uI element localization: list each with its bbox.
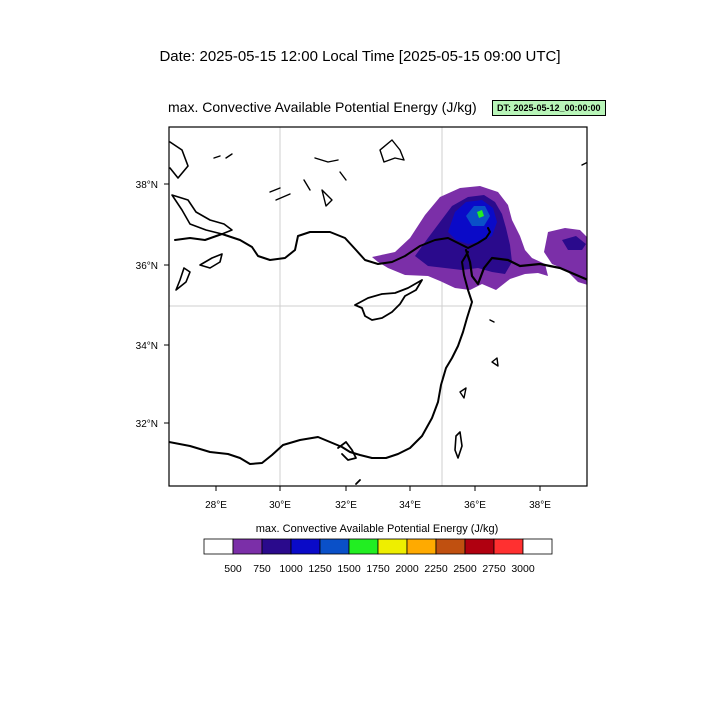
y-tick-label: 34°N [136,341,158,352]
colorbar-swatch [406,538,437,555]
x-tick-label: 34°E [399,500,421,511]
island-aegean-7 [303,179,333,207]
coast-sinai-inlet [355,479,361,485]
colorbar-label: 2500 [453,563,477,575]
lake-dead-sea [454,431,463,459]
colorbar-swatch [464,538,495,555]
colorbar-label: 750 [253,563,271,575]
coast-levant [371,251,473,459]
cape-contours [372,186,587,290]
colorbar-label: 1500 [337,563,361,575]
island-aegean-6 [269,187,291,201]
colorbar-swatch [203,538,234,555]
dt-badge: DT: 2025-05-12_00:00:00 [492,100,606,116]
cape-750-region-east [562,236,586,250]
island-aegean-3 [169,141,189,179]
x-tick-label: 28°E [205,500,227,511]
island-aegean-10 [581,161,587,166]
border-turkey-syria [464,248,587,286]
axis-ticks [164,183,541,491]
y-tick-label: 36°N [136,261,158,272]
colorbar-swatch [493,538,524,555]
colorbar-label: 2750 [482,563,506,575]
island-aegean-1 [199,253,223,269]
coast-egypt [169,436,373,465]
island-aegean-2 [175,267,191,291]
lake-small-2 [459,387,467,399]
colorbar [203,538,553,555]
y-tick-label: 38°N [136,180,158,191]
map-frame [168,126,588,487]
colorbar-swatch [319,538,350,555]
plot-title: max. Convective Available Potential Ener… [168,99,477,115]
cape-1750-region [477,210,484,218]
island-aegean-8 [314,157,347,181]
coastlines [169,139,587,485]
colorbar-label: 1000 [279,563,303,575]
x-tick-label: 38°E [529,500,551,511]
colorbar-label: 500 [224,563,242,575]
coast-turkey-south [174,227,491,265]
nile-delta-lakes [337,441,357,461]
island-aegean-4 [171,194,233,235]
colorbar-label: 1750 [366,563,390,575]
colorbar-swatch [435,538,466,555]
colorbar-swatch [522,538,553,555]
lake-small-1 [491,357,499,367]
colorbar-swatch [261,538,292,555]
island-aegean-5 [213,153,233,159]
date-title: Date: 2025-05-15 12:00 Local Time [2025-… [159,48,561,65]
x-tick-label: 36°E [464,500,486,511]
colorbar-label: 1250 [308,563,332,575]
colorbar-label: 2250 [424,563,448,575]
island-cyprus [354,279,423,321]
x-tick-label: 32°E [335,500,357,511]
island-aegean-9 [379,139,405,163]
colorbar-swatch [232,538,263,555]
colorbar-swatch [377,538,408,555]
colorbar-title: max. Convective Available Potential Ener… [255,523,499,535]
colorbar-label: 2000 [395,563,419,575]
colorbar-swatch [348,538,379,555]
lake-galilee [489,319,495,323]
x-tick-label: 30°E [269,500,291,511]
cape-1250-region [466,206,490,226]
colorbar-swatch [290,538,321,555]
colorbar-label: 3000 [511,563,535,575]
y-tick-label: 32°N [136,419,158,430]
